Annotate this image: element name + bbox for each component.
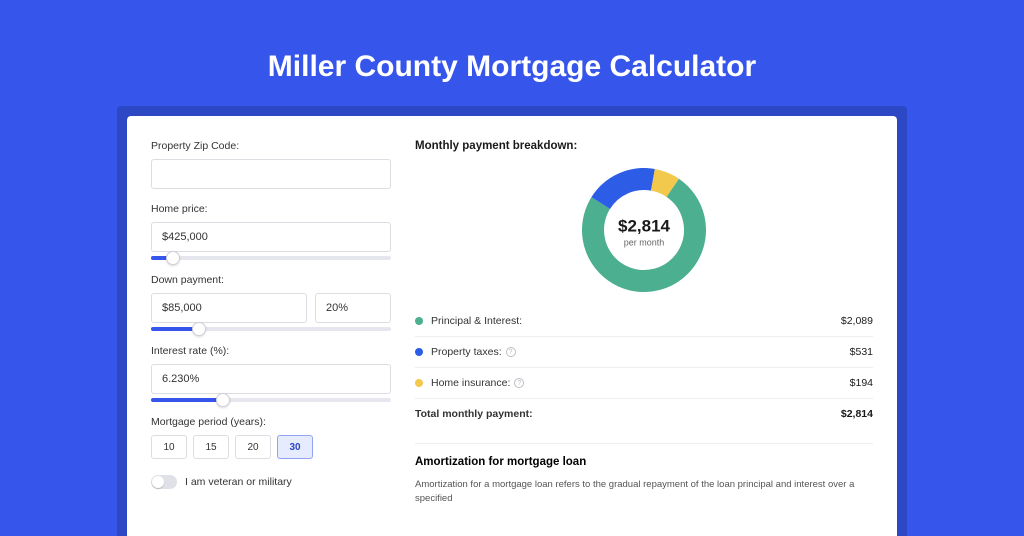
card-outer: Property Zip Code: Home price: Down paym… xyxy=(117,106,907,536)
field-down-payment: Down payment: xyxy=(151,274,391,331)
legend-dot xyxy=(415,348,423,356)
donut-amount: $2,814 xyxy=(618,217,670,237)
home-price-label: Home price: xyxy=(151,203,391,215)
total-row: Total monthly payment: $2,814 xyxy=(415,399,873,429)
donut-chart: $2,814 per month xyxy=(415,158,873,306)
legend-label: Home insurance:? xyxy=(431,377,850,389)
breakdown-title: Monthly payment breakdown: xyxy=(415,140,873,152)
field-zip: Property Zip Code: xyxy=(151,140,391,189)
help-icon[interactable]: ? xyxy=(506,347,516,357)
donut-sub: per month xyxy=(618,238,670,248)
down-payment-input[interactable] xyxy=(151,293,307,323)
interest-label: Interest rate (%): xyxy=(151,345,391,357)
period-option-15[interactable]: 15 xyxy=(193,435,229,459)
amort-text: Amortization for a mortgage loan refers … xyxy=(415,478,873,507)
toggle-knob xyxy=(152,476,164,488)
interest-slider[interactable] xyxy=(151,398,391,402)
slider-fill xyxy=(151,398,223,402)
legend-dot xyxy=(415,379,423,387)
donut-center: $2,814 per month xyxy=(618,217,670,248)
field-home-price: Home price: xyxy=(151,203,391,260)
total-value: $2,814 xyxy=(841,408,873,420)
legend-rows: Principal & Interest:$2,089Property taxe… xyxy=(415,306,873,399)
legend-value: $531 xyxy=(850,346,873,358)
page-title: Miller County Mortgage Calculator xyxy=(0,50,1024,84)
interest-input[interactable] xyxy=(151,364,391,394)
down-payment-slider[interactable] xyxy=(151,327,391,331)
legend-row: Principal & Interest:$2,089 xyxy=(415,306,873,337)
legend-value: $194 xyxy=(850,377,873,389)
legend-value: $2,089 xyxy=(841,315,873,327)
slider-handle[interactable] xyxy=(192,322,206,336)
veteran-toggle[interactable] xyxy=(151,475,177,489)
calculator-card: Property Zip Code: Home price: Down paym… xyxy=(127,116,897,536)
field-period: Mortgage period (years): 10152030 xyxy=(151,416,391,459)
legend-row: Property taxes:?$531 xyxy=(415,337,873,368)
period-label: Mortgage period (years): xyxy=(151,416,391,428)
legend-label: Principal & Interest: xyxy=(431,315,841,327)
legend-dot xyxy=(415,317,423,325)
period-options: 10152030 xyxy=(151,435,391,459)
home-price-input[interactable] xyxy=(151,222,391,252)
period-option-30[interactable]: 30 xyxy=(277,435,313,459)
legend-row: Home insurance:?$194 xyxy=(415,368,873,399)
down-payment-pct-input[interactable] xyxy=(315,293,391,323)
veteran-row: I am veteran or military xyxy=(151,475,391,489)
total-label: Total monthly payment: xyxy=(415,408,841,420)
slider-handle[interactable] xyxy=(216,393,230,407)
amort-section: Amortization for mortgage loan Amortizat… xyxy=(415,443,873,507)
amort-title: Amortization for mortgage loan xyxy=(415,456,873,468)
down-payment-label: Down payment: xyxy=(151,274,391,286)
zip-label: Property Zip Code: xyxy=(151,140,391,152)
help-icon[interactable]: ? xyxy=(514,378,524,388)
veteran-label: I am veteran or military xyxy=(185,476,292,488)
breakdown-panel: Monthly payment breakdown: $2,814 per mo… xyxy=(415,140,873,536)
slider-handle[interactable] xyxy=(166,251,180,265)
zip-input[interactable] xyxy=(151,159,391,189)
home-price-slider[interactable] xyxy=(151,256,391,260)
period-option-20[interactable]: 20 xyxy=(235,435,271,459)
period-option-10[interactable]: 10 xyxy=(151,435,187,459)
legend-label: Property taxes:? xyxy=(431,346,850,358)
form-panel: Property Zip Code: Home price: Down paym… xyxy=(151,140,391,536)
field-interest: Interest rate (%): xyxy=(151,345,391,402)
